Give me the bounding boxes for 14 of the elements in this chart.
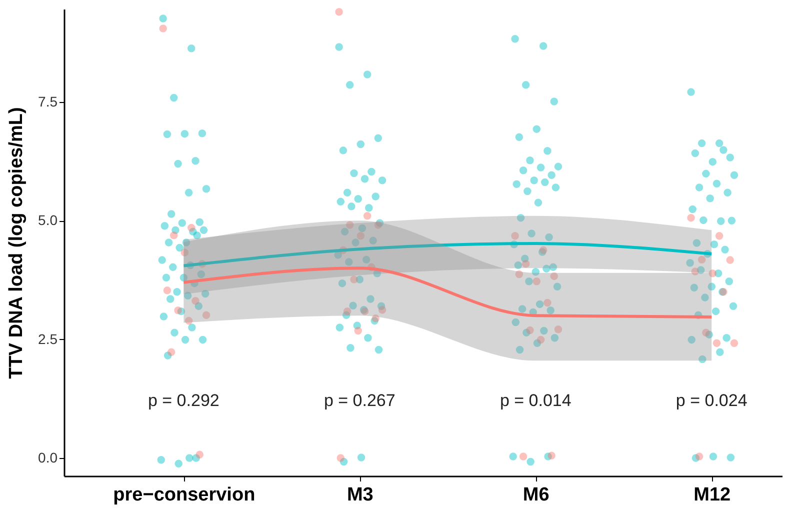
x-tick-label: pre−conservion	[113, 484, 256, 506]
annotation: p = 0.024	[676, 391, 748, 410]
y-tick-label: 7.5	[38, 94, 58, 110]
annotation: p = 0.014	[500, 391, 572, 410]
annotation: p = 0.267	[324, 391, 396, 410]
y-axis-title: TTV DNA load (log copies/mL)	[6, 107, 28, 379]
y-tick-label: 5.0	[38, 212, 58, 228]
x-tick-label: M12	[694, 484, 731, 506]
y-tick-label: 0.0	[38, 449, 58, 466]
line-series	[182, 242, 714, 268]
x-tick-label: M3	[346, 484, 374, 506]
y-tick-label: 2.5	[38, 330, 58, 347]
annotation: p = 0.292	[148, 391, 220, 410]
x-tick-label: M6	[522, 484, 550, 506]
